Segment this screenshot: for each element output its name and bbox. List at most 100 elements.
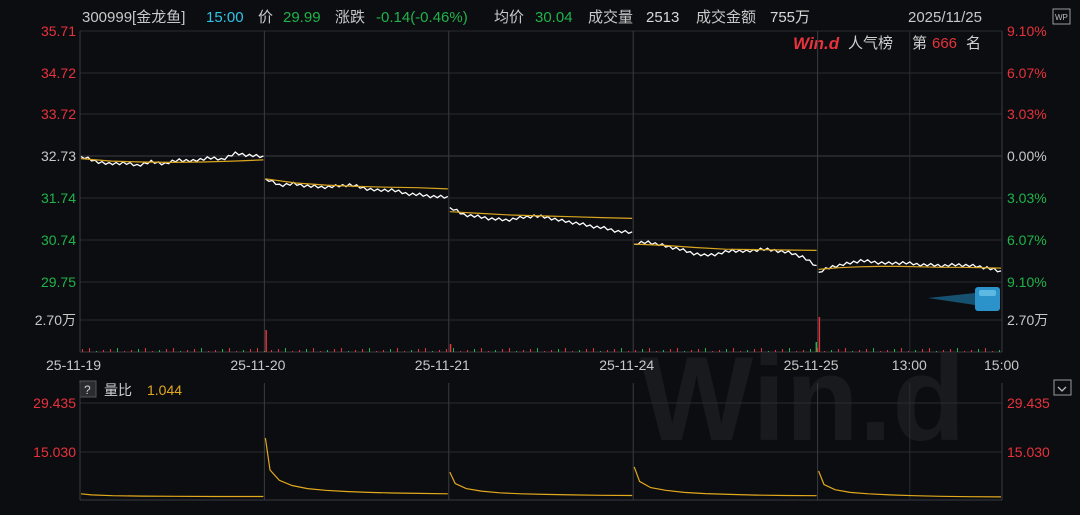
- volume-bar: [964, 351, 965, 352]
- ratio-line: [80, 493, 264, 498]
- avg-line: [634, 243, 817, 251]
- volume-bar: [768, 351, 769, 352]
- volume-bar: [614, 349, 615, 352]
- volume-bar: [355, 350, 356, 352]
- volume-bar-spike: [818, 317, 821, 352]
- wp-badge-icon[interactable]: WP: [1052, 8, 1071, 25]
- volume-bar: [712, 351, 713, 352]
- amount-value: 755万: [770, 9, 810, 26]
- price-line: [265, 178, 449, 199]
- avg-line: [818, 265, 1002, 270]
- rank-suffix: 名: [966, 35, 981, 52]
- ratio-line: [633, 466, 817, 497]
- volume-bar: [103, 350, 104, 352]
- stock-code-name[interactable]: 300999[金龙鱼]: [82, 8, 185, 26]
- volume-bar: [89, 348, 90, 352]
- volume-bar: [299, 350, 300, 352]
- wp-badge-label: WP: [1055, 13, 1068, 22]
- right-tick-label: 9.10%: [1007, 274, 1047, 290]
- volume-bar: [82, 349, 83, 352]
- volume-bar: [516, 351, 517, 352]
- volume-bar: [943, 350, 944, 352]
- left-tick-label: 31.74: [41, 190, 76, 206]
- volume-bar: [957, 348, 958, 352]
- watermark: Win.d: [640, 332, 966, 466]
- volume-label: 成交量: [588, 8, 633, 26]
- volume-bar: [152, 351, 153, 352]
- left-tick-label: 2.70万: [35, 312, 76, 328]
- avg-value: 30.04: [535, 9, 573, 26]
- volume-bar: [859, 350, 860, 352]
- volume-bar: [96, 351, 97, 352]
- volume-bar: [782, 349, 783, 352]
- volume-bar: [551, 350, 552, 352]
- ratio-series: [80, 438, 1002, 498]
- volume-bar: [985, 348, 986, 352]
- volume-bar: [439, 350, 440, 352]
- ratio-panel-grid: [79, 383, 1003, 501]
- ratio-value: 1.044: [147, 382, 182, 398]
- avg-line: [80, 158, 264, 164]
- volume-bar: [208, 351, 209, 352]
- x-tick-label: 25-11-21: [415, 357, 470, 373]
- amount-label: 成交金额: [696, 8, 756, 26]
- volume-bar: [418, 349, 419, 352]
- volume-bar: [978, 349, 979, 352]
- volume-bar: [383, 350, 384, 352]
- volume-bar: [320, 351, 321, 352]
- header-bar: 300999[金龙鱼] 15:00 价 29.99 涨跌 -0.14(-0.46…: [82, 8, 1071, 26]
- volume-bar: [390, 349, 391, 352]
- volume-bar-spike: [265, 330, 267, 352]
- quote-time: 15:00: [206, 9, 244, 26]
- volume-bar: [446, 349, 447, 352]
- avg-line: [449, 211, 633, 219]
- floating-tool-icon[interactable]: [928, 287, 1000, 311]
- right-tick-label: 0.00%: [1007, 148, 1047, 164]
- price-line: [818, 258, 1002, 273]
- volume-bar: [719, 350, 720, 352]
- volume-bar: [243, 350, 244, 352]
- volume-bar: [796, 351, 797, 352]
- change-value: -0.14(-0.46%): [376, 9, 468, 26]
- volume-bar: [292, 351, 293, 352]
- volume-bar: [187, 350, 188, 352]
- volume-bar: [110, 349, 111, 352]
- help-icon[interactable]: ?: [79, 380, 97, 398]
- volume-bar: [698, 349, 699, 352]
- volume-bar: [201, 348, 202, 352]
- volume-bar: [838, 349, 839, 352]
- volume-bar: [929, 348, 930, 352]
- volume-bar: [264, 351, 265, 352]
- rank-value: 666: [932, 35, 957, 52]
- right-tick-label: 2.70万: [1007, 312, 1048, 328]
- volume-bar: [138, 349, 139, 352]
- price-panel-grid: [79, 30, 1003, 353]
- popularity-rank[interactable]: Win.d 人气榜 第 666 名: [793, 34, 981, 53]
- price-line: [449, 206, 633, 235]
- volume-bar: [285, 348, 286, 352]
- volume-bar: [334, 349, 335, 352]
- rank-prefix: 第: [912, 34, 927, 52]
- ratio-line: [449, 471, 633, 497]
- volume-bar: [705, 348, 706, 352]
- volume-bar: [131, 350, 132, 352]
- ratio-panel-toggle-icon[interactable]: [1053, 379, 1072, 396]
- volume-bar: [159, 350, 160, 352]
- volume-bar: [607, 350, 608, 352]
- volume-bar: [845, 348, 846, 352]
- volume-bar: [376, 351, 377, 352]
- volume-bar: [810, 349, 811, 352]
- time-axis: 25-11-19 25-11-20 25-11-21 25-11-24 25-11-25…: [46, 357, 1019, 373]
- price-series: [80, 151, 1002, 273]
- volume-value: 2513: [646, 9, 679, 26]
- volume-bar: [530, 349, 531, 352]
- volume-bar: [222, 349, 223, 352]
- volume-bar: [348, 351, 349, 352]
- right-tick-label: 6.07%: [1007, 65, 1047, 81]
- volume-bar: [229, 348, 230, 352]
- price-line: [80, 151, 264, 167]
- help-icon-glyph: ?: [84, 383, 91, 397]
- ratio-panel-header: ? 量比 1.044: [79, 379, 1072, 398]
- volume-bar: [117, 348, 118, 352]
